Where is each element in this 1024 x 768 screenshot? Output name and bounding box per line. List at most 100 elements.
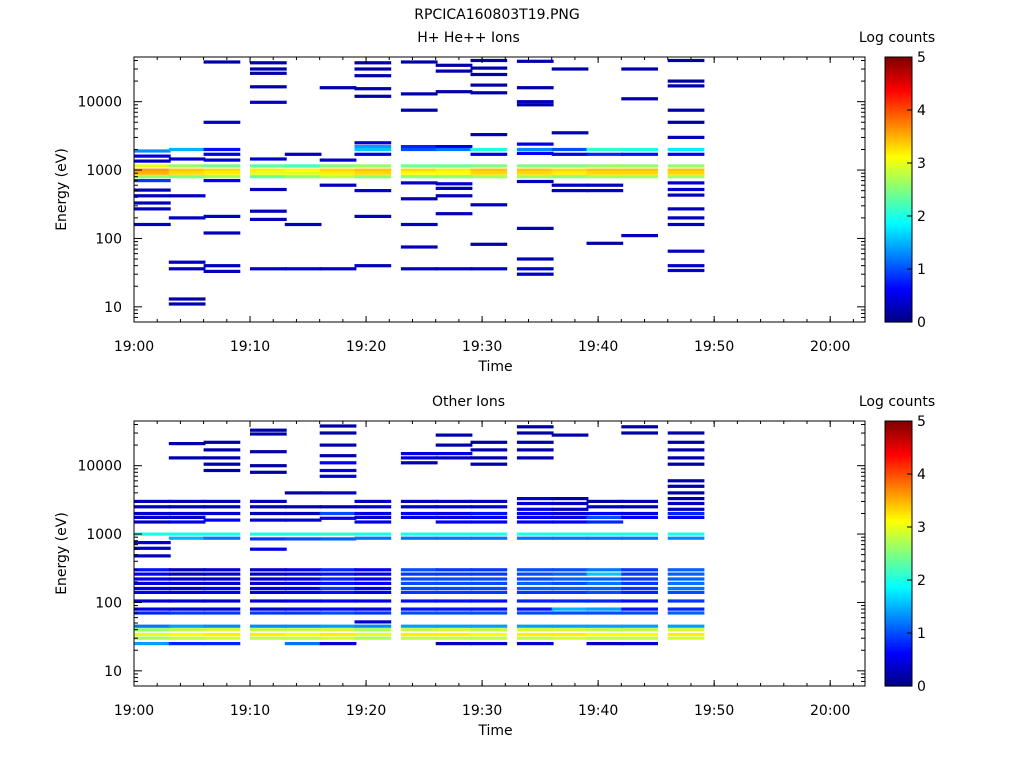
colorbar-tick-label: 3 bbox=[917, 156, 926, 172]
colorbar-tick-label: 0 bbox=[917, 315, 926, 331]
colorbar-segment bbox=[885, 291, 912, 294]
colorbar-segment bbox=[885, 546, 912, 550]
heatmap-cell bbox=[284, 152, 322, 156]
heatmap-cell bbox=[203, 448, 241, 452]
heatmap-cell bbox=[551, 497, 589, 501]
x-tick-label: 19:00 bbox=[114, 703, 154, 719]
colorbar-segment bbox=[885, 282, 912, 286]
heatmap-cell bbox=[586, 147, 624, 152]
heatmap-cell bbox=[354, 94, 392, 98]
heatmap-cell bbox=[470, 586, 508, 591]
heatmap-cell bbox=[551, 147, 589, 152]
heatmap-cell bbox=[354, 568, 392, 572]
heatmap-cell bbox=[319, 537, 357, 541]
heatmap-cell bbox=[470, 572, 508, 576]
x-tick-label: 19:20 bbox=[346, 339, 386, 355]
heatmap-cell bbox=[586, 175, 624, 179]
colorbar-segment bbox=[885, 491, 912, 495]
heatmap-cell bbox=[284, 607, 322, 611]
heatmap-cell bbox=[284, 164, 322, 168]
heatmap-cell bbox=[134, 179, 171, 183]
heatmap-cell bbox=[551, 611, 589, 615]
colorbar-segment bbox=[885, 216, 912, 219]
heatmap-cell bbox=[621, 431, 658, 435]
heatmap-cell bbox=[134, 624, 171, 628]
heatmap-cell bbox=[667, 624, 705, 628]
heatmap-cell bbox=[435, 628, 473, 632]
heatmap-cell bbox=[203, 568, 241, 572]
heatmap-cell bbox=[586, 505, 624, 509]
y-axis-label: Energy (eV) bbox=[54, 512, 70, 595]
heatmap-cell bbox=[134, 515, 171, 519]
heatmap-cell bbox=[400, 599, 438, 603]
heatmap-cell bbox=[516, 599, 554, 603]
heatmap-cell bbox=[667, 572, 705, 576]
colorbar-segment bbox=[885, 129, 912, 133]
colorbar-segment bbox=[885, 613, 912, 616]
heatmap-cell bbox=[400, 515, 438, 519]
heatmap-cell bbox=[621, 586, 658, 591]
heatmap-cell bbox=[168, 168, 206, 172]
colorbar-segment bbox=[885, 531, 912, 535]
heatmap-cell bbox=[284, 590, 322, 594]
heatmap-cell bbox=[354, 572, 392, 576]
heatmap-cell bbox=[621, 67, 658, 71]
heatmap-cell bbox=[667, 568, 705, 572]
heatmap-cell bbox=[551, 164, 589, 168]
heatmap-cell bbox=[134, 499, 171, 503]
heatmap-cell bbox=[470, 607, 508, 611]
heatmap-cell bbox=[319, 461, 357, 465]
plot-frame bbox=[133, 420, 866, 687]
heatmap-cell bbox=[667, 431, 705, 435]
colorbar-segment bbox=[885, 571, 912, 574]
heatmap-cell bbox=[470, 520, 508, 524]
heatmap-cell bbox=[319, 86, 357, 90]
heatmap-cell bbox=[586, 581, 624, 585]
heatmap-cell bbox=[516, 586, 554, 591]
colorbar-segment bbox=[885, 156, 912, 160]
colorbar-label: Log counts bbox=[859, 30, 935, 46]
heatmap-cell bbox=[168, 568, 206, 572]
heatmap-cell bbox=[586, 511, 624, 516]
colorbar-segment bbox=[885, 275, 912, 279]
heatmap-cell bbox=[250, 67, 287, 71]
heatmap-cell bbox=[516, 624, 554, 628]
colorbar-tick-label: 2 bbox=[917, 209, 926, 225]
heatmap-cell bbox=[203, 628, 241, 632]
heatmap-cell bbox=[168, 590, 206, 594]
heatmap-cell bbox=[516, 611, 554, 615]
heatmap-cell bbox=[250, 511, 287, 516]
heatmap-cell bbox=[621, 642, 658, 646]
heatmap-cell bbox=[319, 607, 357, 611]
colorbar-segment bbox=[885, 295, 912, 299]
heatmap-cell bbox=[586, 577, 624, 581]
heatmap-cell bbox=[354, 164, 392, 168]
x-axis-label: Time bbox=[477, 359, 512, 375]
heatmap-cell bbox=[470, 462, 508, 466]
heatmap-cell bbox=[354, 520, 392, 524]
heatmap-cell bbox=[551, 183, 589, 187]
colorbar-segment bbox=[885, 454, 912, 457]
colorbar-segment bbox=[885, 253, 912, 257]
heatmap-cell bbox=[516, 272, 554, 276]
heatmap-cell bbox=[621, 171, 658, 175]
colorbar-segment bbox=[885, 112, 912, 116]
heatmap-cell bbox=[470, 628, 508, 632]
colorbar-segment bbox=[885, 635, 912, 639]
colorbar-segment bbox=[885, 90, 912, 93]
heatmap-cell bbox=[134, 590, 171, 594]
heatmap-cell bbox=[319, 611, 357, 615]
colorbar-segment bbox=[885, 182, 912, 186]
heatmap-cell bbox=[168, 607, 206, 611]
colorbar-segment bbox=[885, 244, 912, 248]
colorbar-segment bbox=[885, 87, 912, 91]
heatmap-cell bbox=[400, 92, 438, 96]
heatmap-cell bbox=[134, 520, 171, 524]
heatmap-cell bbox=[168, 511, 206, 516]
x-tick-label: 19:00 bbox=[114, 339, 154, 355]
heatmap-cell bbox=[470, 147, 508, 152]
colorbar-segment bbox=[885, 293, 912, 297]
heatmap-cell bbox=[168, 216, 206, 220]
heatmap-cell bbox=[284, 568, 322, 572]
colorbar-frame bbox=[884, 56, 913, 323]
